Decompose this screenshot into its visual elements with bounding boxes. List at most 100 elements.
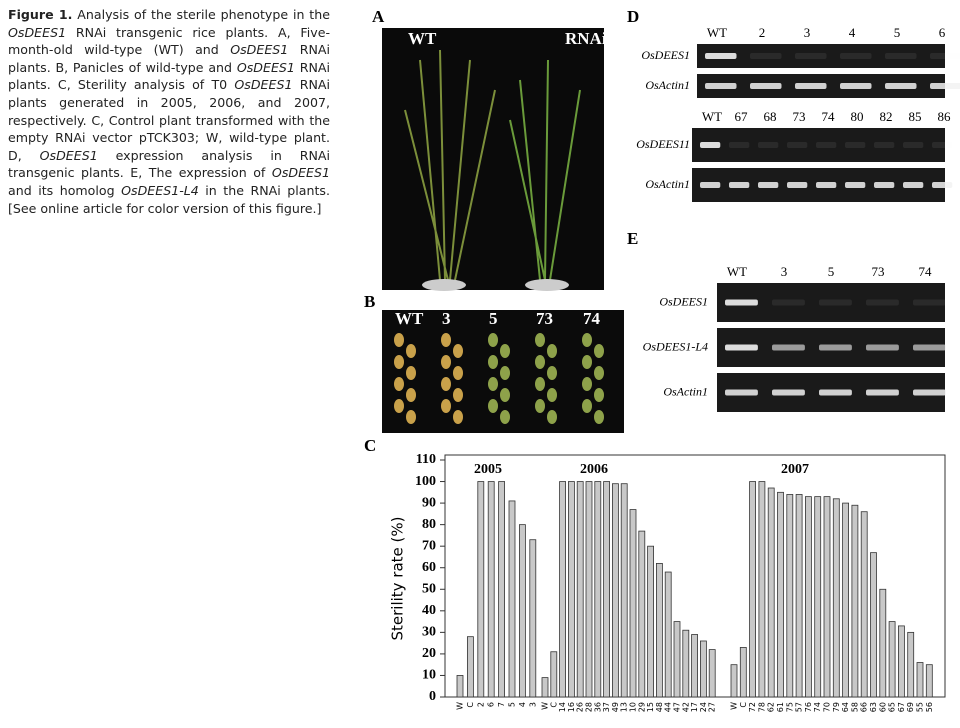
caption-run: RNAi transgenic rice plants. A, Five-mon… (8, 24, 330, 58)
y-tick-label: 80 (422, 517, 436, 532)
x-tick-label: 16 (567, 702, 576, 712)
pot (525, 279, 569, 291)
bar (795, 494, 803, 698)
grain (547, 410, 557, 424)
grain (594, 344, 604, 358)
group-label: 2007 (781, 462, 809, 477)
band (913, 389, 946, 396)
x-tick-label: 24 (699, 702, 708, 712)
bar (888, 621, 896, 698)
bar (767, 487, 775, 698)
grain (453, 344, 463, 358)
lane-label: 2 (759, 25, 766, 40)
group-label: 2005 (474, 462, 502, 477)
gel-row-label: OsDEES1 (659, 294, 708, 308)
bar (487, 481, 495, 698)
caption-run: OsDEES1 (230, 42, 289, 58)
x-tick-label: 26 (576, 702, 585, 712)
grain (394, 333, 404, 347)
lane-label: 5 (828, 264, 835, 279)
bar (925, 664, 933, 698)
y-tick-label: 10 (422, 668, 436, 683)
band (729, 142, 750, 148)
x-tick-label: C (549, 702, 558, 708)
band (932, 182, 953, 188)
x-tick-label: 76 (804, 702, 813, 712)
grain (547, 344, 557, 358)
caption-run: OsDEES1 (8, 24, 67, 40)
grain (594, 366, 604, 380)
x-tick-label: 61 (776, 702, 785, 712)
photo-label: RNAi (565, 29, 607, 48)
y-tick-label: 50 (422, 581, 436, 596)
grain (453, 366, 463, 380)
x-tick-label: 60 (878, 702, 887, 712)
band (772, 389, 805, 396)
y-tick-label: 70 (422, 538, 436, 553)
band (725, 389, 758, 396)
bar (629, 509, 637, 698)
y-axis-label: Sterility rate (%) (389, 516, 407, 640)
caption-run: OsDEES1 (39, 147, 98, 163)
x-tick-label: 7 (497, 702, 506, 707)
bar (529, 539, 537, 698)
band (885, 83, 917, 89)
caption: Figure 1. Analysis of the sterile phenot… (8, 6, 330, 217)
gel (692, 128, 945, 162)
photo-label: 3 (442, 309, 451, 328)
lane-label: WT (707, 25, 727, 40)
grain (406, 366, 416, 380)
band (845, 182, 866, 188)
bar (758, 481, 766, 698)
grain (535, 377, 545, 391)
x-tick-label: 4 (518, 702, 527, 707)
grain (441, 377, 451, 391)
grain (406, 344, 416, 358)
band (700, 142, 721, 148)
grain (535, 355, 545, 369)
x-tick-label: 2 (476, 702, 485, 707)
pot (422, 279, 466, 291)
gel-row-label: OsActin1 (645, 78, 690, 92)
photo-label: WT (395, 309, 424, 328)
y-tick-label: 40 (422, 603, 436, 618)
x-tick-label: 3 (528, 702, 537, 707)
panel-label: D (627, 7, 639, 26)
grain (547, 366, 557, 380)
lane-label: 73 (872, 264, 885, 279)
x-tick-label: C (739, 702, 748, 708)
lane-label: 3 (781, 264, 788, 279)
bar (603, 481, 610, 698)
grain (500, 344, 510, 358)
caption-run: OsDEES1 (271, 165, 330, 181)
band (725, 344, 758, 351)
x-tick-label: 79 (832, 702, 841, 712)
band (787, 142, 808, 148)
x-tick-label: W (541, 702, 550, 710)
y-tick-label: 20 (422, 646, 436, 661)
grain (394, 355, 404, 369)
bar (898, 625, 905, 698)
bar (477, 481, 485, 698)
x-tick-label: 37 (602, 702, 611, 712)
lane-label: 86 (938, 109, 952, 124)
band (930, 53, 960, 59)
bar (749, 481, 756, 698)
lane-label: WT (702, 109, 722, 124)
x-tick-label: 64 (841, 702, 850, 712)
bar (916, 662, 924, 698)
bar (805, 496, 812, 698)
grain (535, 333, 545, 347)
band (913, 344, 946, 351)
lane-label: 80 (851, 109, 864, 124)
grain (406, 410, 416, 424)
photo-label: WT (408, 29, 437, 48)
bar (730, 664, 738, 698)
grain (594, 388, 604, 402)
bar (700, 640, 707, 698)
photo-label: 73 (536, 309, 553, 328)
x-tick-label: 14 (558, 702, 567, 712)
band (750, 83, 782, 89)
band (750, 53, 782, 59)
